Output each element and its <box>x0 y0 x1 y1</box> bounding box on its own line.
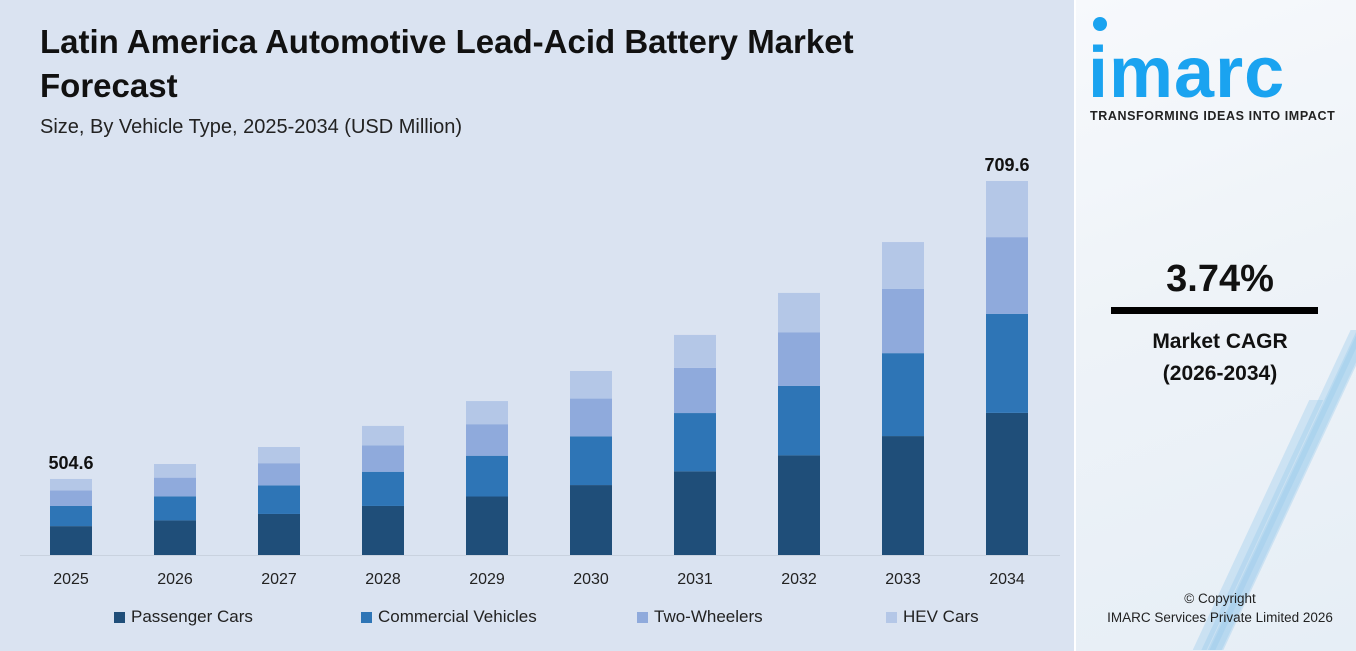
bar-segment-commercial-vehicles-2032 <box>778 385 820 456</box>
legend-item-hev-cars: HEV Cars <box>886 607 979 627</box>
bar-segment-two-wheelers-2025 <box>50 490 92 506</box>
legend-label: HEV Cars <box>903 607 979 626</box>
bar-segment-passenger-cars-2034 <box>986 412 1028 555</box>
bar-segment-two-wheelers-2028 <box>362 445 404 472</box>
bar-segment-two-wheelers-2030 <box>570 398 612 437</box>
x-tick-label: 2025 <box>53 571 89 588</box>
legend-label: Passenger Cars <box>131 607 253 626</box>
chart-title: Latin America Automotive Lead-Acid Batte… <box>40 23 854 104</box>
bar-segment-commercial-vehicles-2033 <box>882 353 924 437</box>
bar-segment-two-wheelers-2031 <box>674 367 716 414</box>
legend-item-commercial-vehicles: Commercial Vehicles <box>361 607 537 627</box>
cagr-value: 3.74% <box>1166 258 1274 300</box>
bar-segment-hev-cars-2033 <box>882 242 924 289</box>
x-tick-label: 2029 <box>469 571 505 588</box>
bar-segment-passenger-cars-2025 <box>50 526 92 555</box>
bar-segment-two-wheelers-2026 <box>154 477 196 497</box>
imarc-logo: imarc <box>1088 33 1286 113</box>
data-label-2034: 709.6 <box>984 155 1029 175</box>
x-tick-label: 2027 <box>261 571 297 588</box>
bar-segment-commercial-vehicles-2031 <box>674 413 716 472</box>
legend-swatch <box>361 611 372 623</box>
legend-item-two-wheelers: Two-Wheelers <box>637 607 763 627</box>
copyright-company: IMARC Services Private Limited 2026 <box>1107 610 1333 625</box>
stacked-bar-chart: 2025 504.6 2026 2027 2028 2029 2030 2031 2032 203… <box>20 155 1060 588</box>
logo-dot <box>1093 17 1107 31</box>
bar-segment-hev-cars-2028 <box>362 425 404 446</box>
bar-segment-passenger-cars-2032 <box>778 455 820 555</box>
bar-segment-hev-cars-2032 <box>778 292 820 333</box>
bar-segment-passenger-cars-2026 <box>154 520 196 555</box>
divider <box>1111 307 1318 314</box>
bar-segment-hev-cars-2030 <box>570 370 612 399</box>
cagr-period: (2026-2034) <box>1162 362 1278 385</box>
chart-subtitle: Size, By Vehicle Type, 2025-2034 (USD Mi… <box>40 116 463 138</box>
legend-item-passenger-cars: Passenger Cars <box>114 607 253 627</box>
bar-segment-hev-cars-2027 <box>258 447 300 464</box>
bar-segment-commercial-vehicles-2027 <box>258 485 300 514</box>
copyright: © Copyright IMARC Services Private Limit… <box>1076 589 1356 627</box>
bar-segment-commercial-vehicles-2028 <box>362 471 404 506</box>
bar-segment-two-wheelers-2029 <box>466 424 508 456</box>
cagr-label: Market CAGR (2026-2034) <box>1076 326 1356 390</box>
legend-label: Two-Wheelers <box>654 607 763 626</box>
bar-segment-passenger-cars-2029 <box>466 496 508 555</box>
x-tick-label: 2030 <box>573 571 609 588</box>
cagr-label-text: Market CAGR <box>1152 330 1288 353</box>
x-tick-label: 2032 <box>781 571 817 588</box>
bar-segment-hev-cars-2034 <box>986 181 1028 238</box>
bar-segment-commercial-vehicles-2025 <box>50 505 92 527</box>
legend-label: Commercial Vehicles <box>378 607 537 626</box>
info-panel: imarc TRANSFORMING IDEAS INTO IMPACT 3.7… <box>1076 0 1356 651</box>
x-tick-label: 2033 <box>885 571 921 588</box>
x-tick-label: 2034 <box>989 571 1025 588</box>
bar-segment-commercial-vehicles-2029 <box>466 455 508 497</box>
bar-segment-two-wheelers-2032 <box>778 332 820 386</box>
brand-tagline: TRANSFORMING IDEAS INTO IMPACT <box>1090 109 1336 123</box>
bar-segment-hev-cars-2029 <box>466 401 508 425</box>
x-tick-label: 2026 <box>157 571 193 588</box>
bar-segment-commercial-vehicles-2034 <box>986 313 1028 413</box>
data-label-2025: 504.6 <box>48 453 93 473</box>
chart-panel: Latin America Automotive Lead-Acid Batte… <box>0 0 1074 651</box>
x-tick-label: 2028 <box>365 571 401 588</box>
bar-segment-two-wheelers-2033 <box>882 288 924 354</box>
bar-segment-hev-cars-2025 <box>50 478 92 491</box>
copyright-line: © Copyright <box>1184 591 1256 606</box>
bar-segment-hev-cars-2031 <box>674 334 716 368</box>
bar-segment-passenger-cars-2030 <box>570 485 612 555</box>
legend-swatch <box>637 611 648 623</box>
bar-segment-two-wheelers-2034 <box>986 237 1028 314</box>
bar-segment-hev-cars-2026 <box>154 464 196 478</box>
bar-segment-passenger-cars-2028 <box>362 505 404 555</box>
legend-swatch <box>114 611 125 623</box>
bar-segment-commercial-vehicles-2026 <box>154 496 196 521</box>
bar-segment-commercial-vehicles-2030 <box>570 436 612 486</box>
legend-swatch <box>886 611 897 623</box>
bar-segment-two-wheelers-2027 <box>258 463 300 486</box>
bar-segment-passenger-cars-2027 <box>258 513 300 555</box>
x-tick-label: 2031 <box>677 571 713 588</box>
bar-segment-passenger-cars-2031 <box>674 471 716 555</box>
bar-segment-passenger-cars-2033 <box>882 436 924 555</box>
